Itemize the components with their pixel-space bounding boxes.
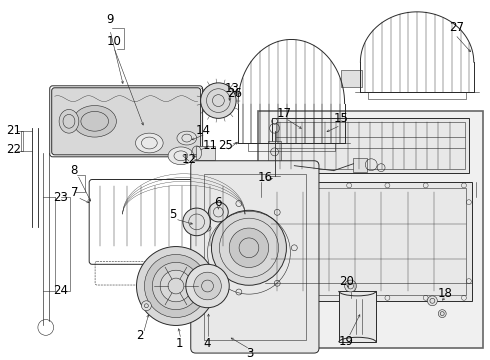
Bar: [248, 143, 335, 151]
Bar: [368, 92, 466, 99]
Bar: [196, 146, 216, 160]
Text: 7: 7: [71, 186, 78, 199]
Text: 9: 9: [106, 13, 114, 26]
Circle shape: [427, 296, 437, 306]
Text: 1: 1: [175, 337, 183, 350]
Text: 11: 11: [203, 139, 218, 153]
Text: 14: 14: [196, 124, 211, 137]
Text: 5: 5: [170, 208, 177, 221]
Circle shape: [152, 262, 199, 310]
Text: 3: 3: [246, 347, 254, 360]
Bar: [339, 291, 376, 342]
Text: 2: 2: [136, 329, 143, 342]
Text: 26: 26: [227, 87, 242, 100]
Bar: [203, 174, 306, 340]
Circle shape: [438, 310, 446, 318]
Circle shape: [200, 83, 236, 118]
Bar: [275, 122, 465, 168]
Ellipse shape: [73, 105, 117, 137]
Text: 15: 15: [333, 112, 348, 125]
Text: 25: 25: [218, 139, 233, 153]
Text: 17: 17: [277, 107, 292, 120]
Text: 6: 6: [215, 196, 222, 209]
Text: 22: 22: [6, 143, 21, 156]
Circle shape: [142, 301, 151, 311]
Circle shape: [209, 202, 228, 222]
Ellipse shape: [136, 133, 163, 153]
Text: 4: 4: [204, 337, 211, 350]
Bar: [268, 141, 281, 163]
Ellipse shape: [168, 147, 194, 165]
Bar: [341, 69, 363, 87]
Ellipse shape: [59, 109, 79, 133]
Bar: [265, 183, 472, 301]
Circle shape: [212, 210, 287, 285]
Text: 10: 10: [106, 35, 121, 48]
Ellipse shape: [177, 131, 196, 145]
Text: 19: 19: [339, 335, 354, 348]
Circle shape: [160, 270, 192, 302]
Text: 24: 24: [53, 284, 68, 297]
Bar: [270, 188, 466, 295]
Text: 23: 23: [53, 191, 68, 204]
Text: 21: 21: [6, 124, 21, 137]
Circle shape: [186, 264, 229, 308]
Circle shape: [194, 272, 221, 300]
Text: 13: 13: [225, 82, 240, 95]
Text: 8: 8: [71, 164, 78, 177]
Text: 12: 12: [181, 153, 196, 166]
FancyBboxPatch shape: [52, 88, 200, 155]
Circle shape: [137, 247, 216, 325]
Text: 18: 18: [438, 287, 453, 300]
Text: 16: 16: [257, 171, 272, 184]
Circle shape: [229, 228, 269, 267]
Circle shape: [145, 255, 208, 318]
Bar: [353, 158, 368, 172]
Bar: [258, 112, 483, 348]
Text: 27: 27: [449, 21, 465, 34]
FancyBboxPatch shape: [191, 161, 319, 353]
Circle shape: [344, 280, 356, 292]
Circle shape: [183, 208, 211, 236]
Text: 20: 20: [339, 275, 354, 288]
Bar: [271, 118, 469, 172]
